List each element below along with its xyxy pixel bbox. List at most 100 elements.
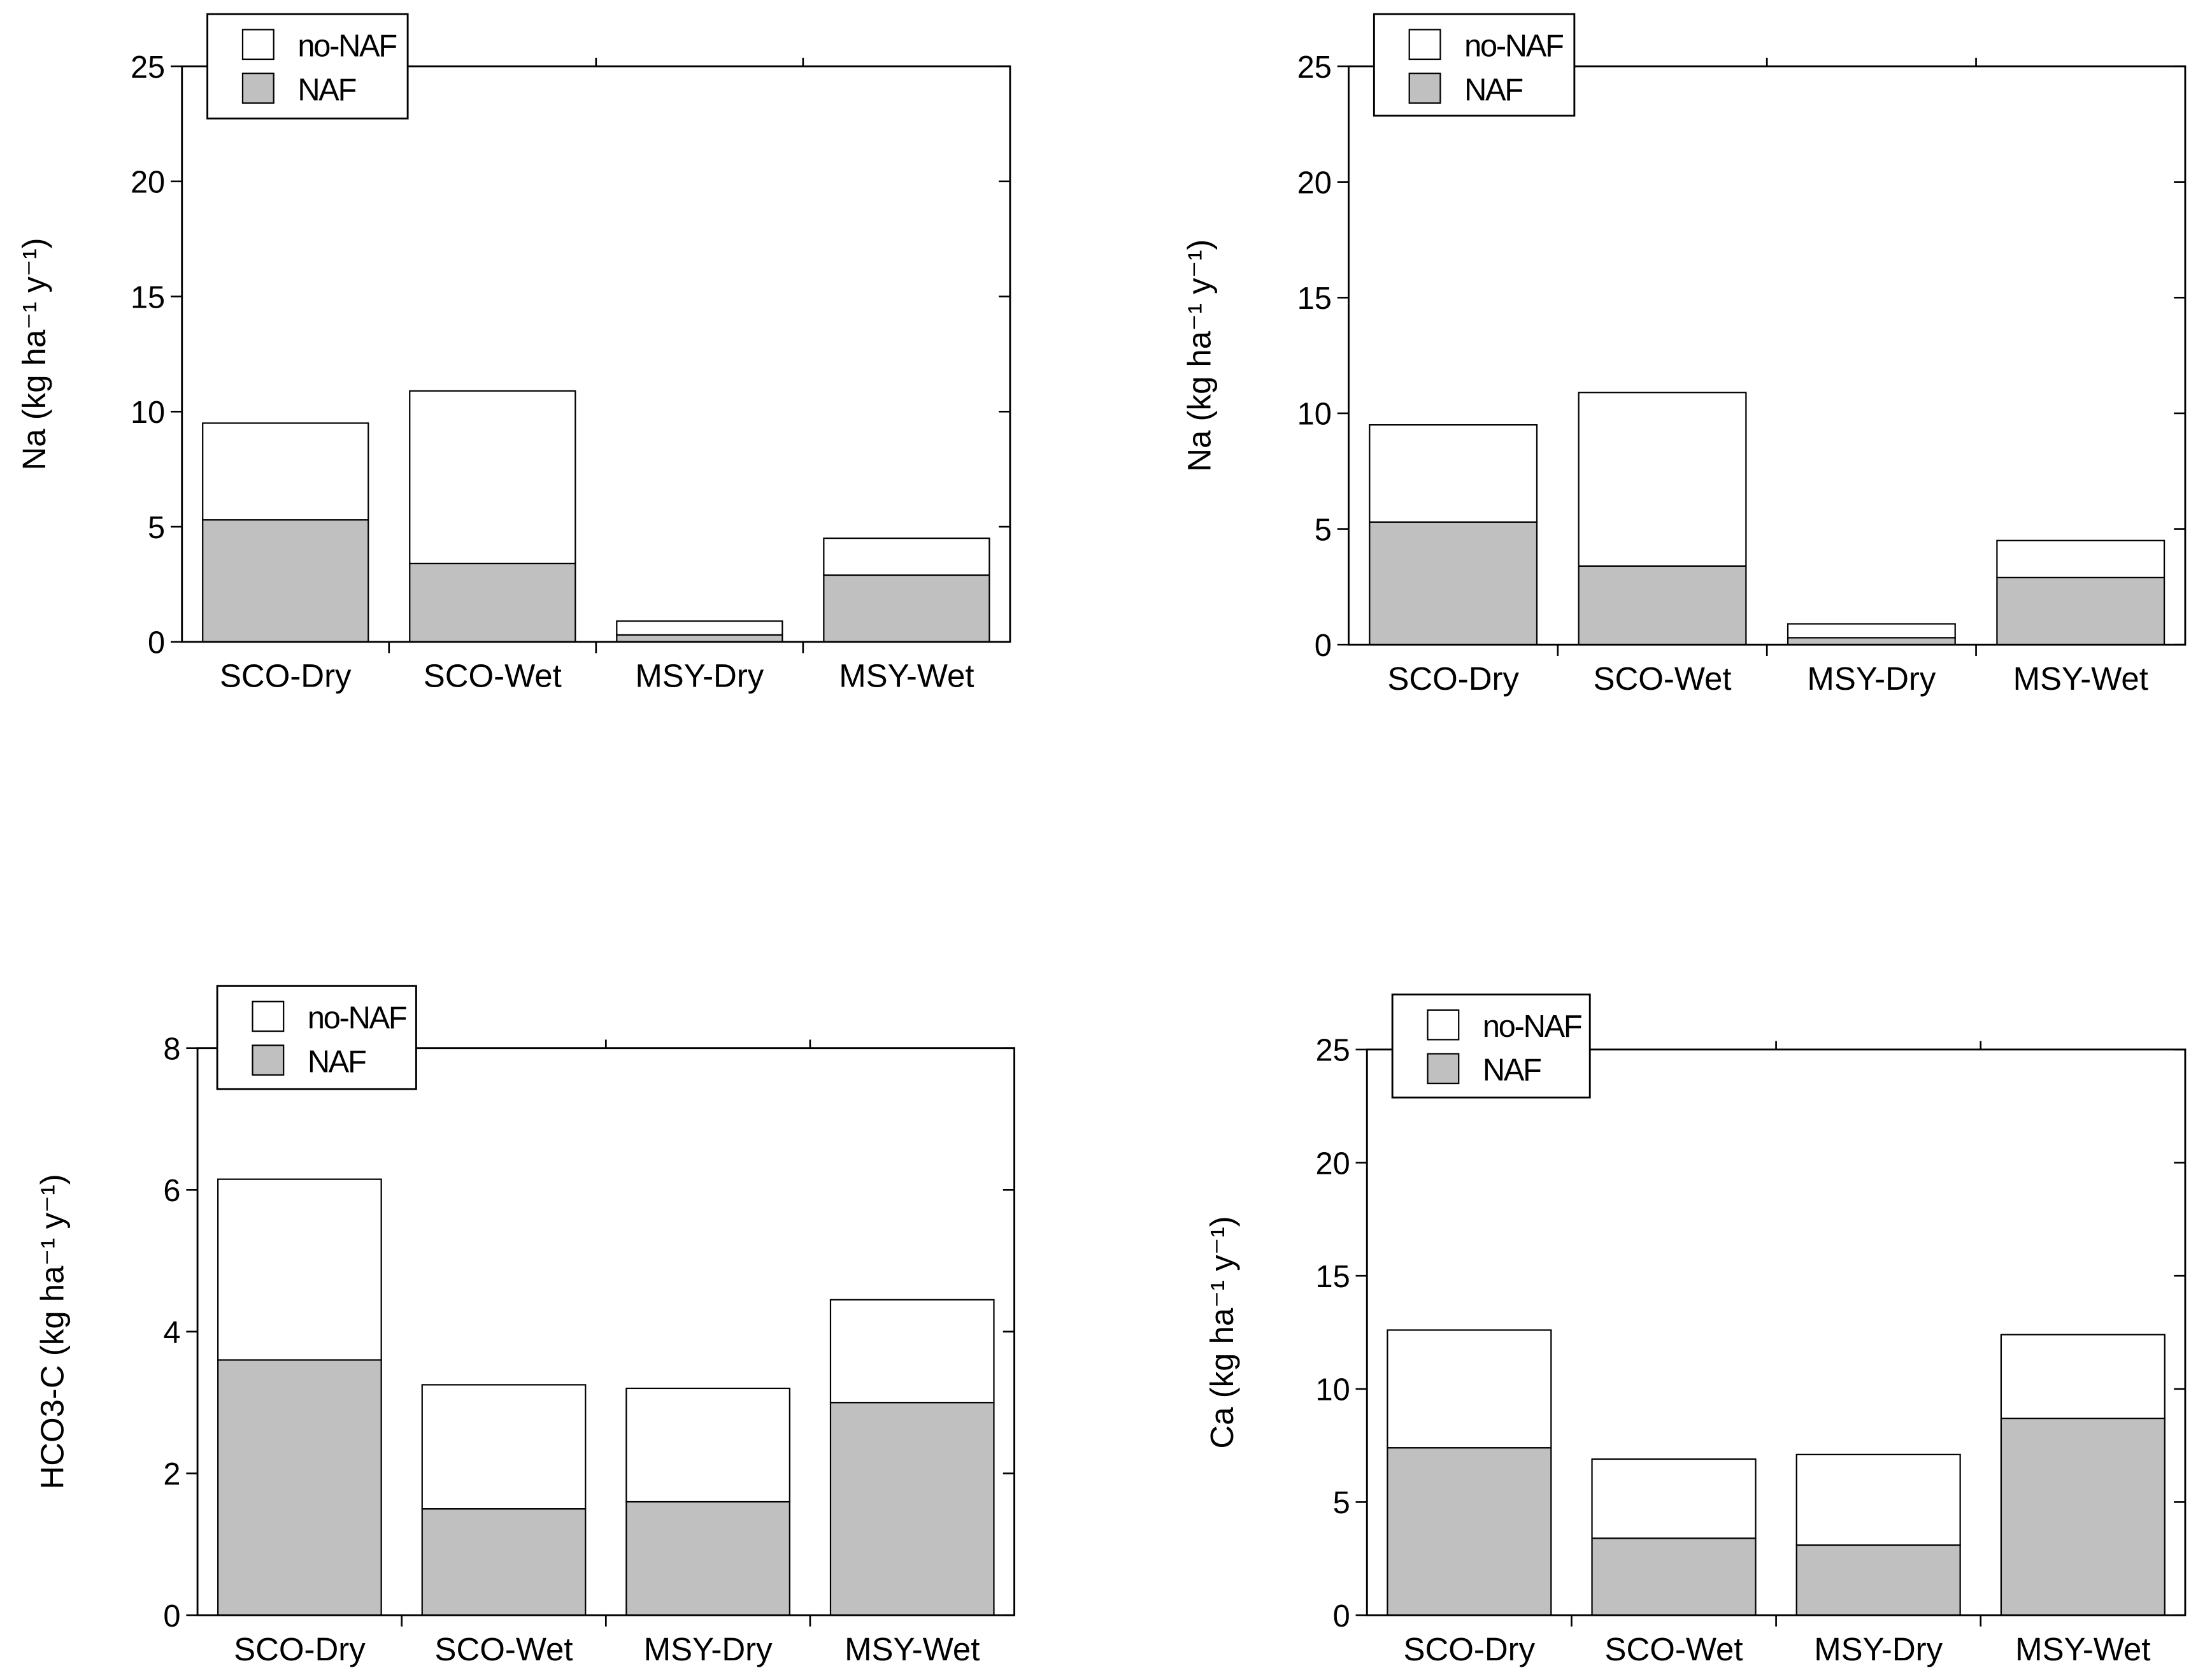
x-tick-label: MSY-Dry <box>1807 660 1936 697</box>
legend-swatch <box>252 1044 285 1076</box>
y-tick-label: 20 <box>1315 1146 1350 1181</box>
x-tick-label: SCO-Dry <box>1387 660 1519 697</box>
bar-segment <box>625 1500 790 1616</box>
legend-swatch <box>1408 29 1441 61</box>
y-tick-label: 0 <box>148 626 165 660</box>
legend-box <box>1373 13 1576 117</box>
legend-label: NAF <box>1464 73 1522 107</box>
bar-segment <box>2000 1334 2166 1420</box>
y-tick-label: 15 <box>1315 1260 1350 1294</box>
y-axis-label: Na (kg ha⁻¹ y⁻¹) <box>16 238 52 470</box>
chart-panel: 0 5 10 15 20 25 SCO-Dry SCO-Wet MSY-Dry MSY-Wet Na… <box>16 13 1011 694</box>
y-tick-label: 0 <box>1315 629 1332 663</box>
legend-label: NAF <box>297 73 355 107</box>
x-tick-label: SCO-Dry <box>220 658 352 694</box>
y-tick-label: 20 <box>131 166 165 200</box>
bar-segment <box>1591 1458 1757 1539</box>
legend-swatch <box>1427 1053 1460 1085</box>
y-tick-label: 10 <box>131 396 165 430</box>
legend-swatch <box>252 1001 285 1032</box>
legend-label: no-NAF <box>1483 1009 1581 1044</box>
bar-segment <box>823 538 990 576</box>
x-tick-label: MSY-Wet <box>2013 660 2148 697</box>
bar-segment <box>202 422 369 521</box>
x-tick-label: MSY-Wet <box>839 658 974 694</box>
bar-segment <box>829 1299 995 1404</box>
bar-segment <box>829 1402 995 1616</box>
bar-segment <box>1996 539 2166 578</box>
bar-segment <box>421 1384 587 1510</box>
y-tick-label: 25 <box>1297 50 1332 85</box>
x-tick-label: SCO-Wet <box>424 658 562 694</box>
legend-swatch <box>1427 1009 1460 1041</box>
y-axis-label: Na (kg ha⁻¹ y⁻¹) <box>1181 239 1217 472</box>
y-axis-label: Ca (kg ha⁻¹ y⁻¹) <box>1204 1216 1240 1448</box>
y-tick-label: 15 <box>131 280 165 315</box>
bar-segment <box>2000 1417 2166 1616</box>
chart-panel: 0 5 10 15 20 25 SCO-Dry SCO-Wet MSY-Dry MSY-Wet Ca… <box>1204 994 2187 1667</box>
bar-segment <box>1369 521 1538 646</box>
x-tick-label: MSY-Wet <box>2015 1631 2150 1667</box>
bar-segment <box>616 620 783 636</box>
y-axis-label: HCO3-C (kg ha⁻¹ y⁻¹) <box>34 1174 71 1489</box>
legend-swatch <box>241 29 275 61</box>
bar-segment <box>409 562 576 643</box>
y-tick-label: 0 <box>1333 1599 1350 1634</box>
bar-segment <box>409 390 576 564</box>
bar-segment <box>823 574 990 643</box>
bar-segment <box>1591 1537 1757 1616</box>
chart-panel: 0 5 10 15 20 25 SCO-Dry SCO-Wet MSY-Dry MSY-Wet Na… <box>1181 13 2187 697</box>
x-tick-label: MSY-Dry <box>635 658 764 694</box>
x-tick-label: MSY-Dry <box>1814 1631 1943 1667</box>
bar-segment <box>1787 623 1956 639</box>
y-tick-label: 4 <box>163 1316 180 1350</box>
y-tick-label: 10 <box>1297 397 1332 432</box>
y-tick-label: 5 <box>1333 1486 1350 1520</box>
y-tick-label: 5 <box>1315 513 1332 547</box>
bar-segment <box>625 1387 790 1503</box>
x-tick-label: MSY-Wet <box>845 1631 980 1667</box>
bar-segment <box>421 1508 587 1616</box>
bar-segment <box>1787 637 1956 646</box>
x-tick-label: SCO-Dry <box>234 1631 366 1667</box>
x-tick-label: SCO-Wet <box>1594 660 1732 697</box>
y-tick-label: 0 <box>163 1599 180 1634</box>
bar-segment <box>217 1178 382 1361</box>
bar-segment <box>1578 565 1747 646</box>
legend-label: no-NAF <box>297 29 396 64</box>
legend-label: NAF <box>308 1044 366 1079</box>
bar-segment <box>1578 392 1747 567</box>
legend-box <box>216 985 417 1090</box>
y-tick-label: 20 <box>1297 166 1332 200</box>
y-tick-label: 8 <box>163 1032 180 1066</box>
bar-segment <box>616 634 783 643</box>
bar-segment <box>1387 1447 1552 1616</box>
legend-box <box>206 13 409 120</box>
y-tick-label: 5 <box>148 511 165 545</box>
y-tick-label: 10 <box>1315 1373 1350 1408</box>
bar-segment <box>202 519 369 643</box>
y-tick-label: 25 <box>131 50 165 85</box>
legend-label: NAF <box>1483 1053 1541 1088</box>
legend-label: no-NAF <box>308 1001 406 1036</box>
chart-panel: 0 2 4 6 8 SCO-Dry SCO-Wet MSY-Dry MSY-Wet HCO3-C … <box>34 985 1015 1667</box>
bar-segment <box>1996 576 2166 646</box>
bar-segment <box>1795 1453 1961 1546</box>
legend-swatch <box>241 73 275 104</box>
x-tick-label: SCO-Wet <box>1605 1631 1743 1667</box>
legend-swatch <box>1408 73 1441 104</box>
y-tick-label: 2 <box>163 1457 180 1492</box>
bar-segment <box>217 1359 382 1616</box>
y-tick-label: 15 <box>1297 282 1332 316</box>
bar-segment <box>1795 1544 1961 1616</box>
x-tick-label: SCO-Dry <box>1404 1631 1536 1667</box>
y-tick-label: 25 <box>1315 1034 1350 1068</box>
bar-segment <box>1369 424 1538 523</box>
legend-box <box>1391 994 1591 1099</box>
bar-segment <box>1387 1329 1552 1449</box>
x-tick-label: MSY-Dry <box>644 1631 773 1667</box>
y-tick-label: 6 <box>163 1174 180 1208</box>
x-tick-label: SCO-Wet <box>435 1631 573 1667</box>
legend-label: no-NAF <box>1464 29 1563 64</box>
